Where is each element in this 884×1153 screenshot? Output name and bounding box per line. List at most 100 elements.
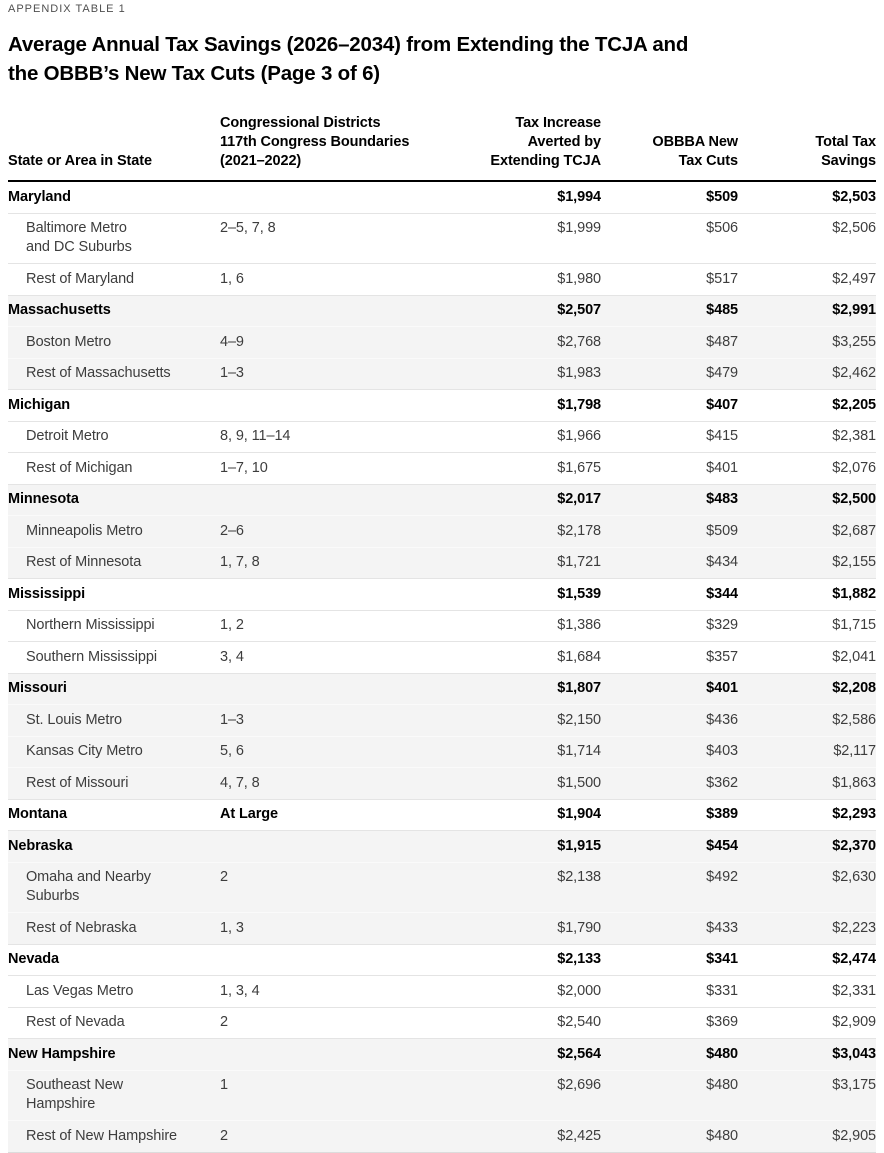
area-cell: Boston Metro	[26, 333, 112, 350]
area-cell: Rest of Missouri	[26, 774, 129, 791]
table-row: Rest of Minnesota 1, 7, 8 $1,721 $434 $2,155	[8, 547, 876, 579]
table-row: Omaha and Nearby Suburbs 2 $2,138 $492 $2,63…	[8, 862, 876, 913]
obbba-cell: $506	[706, 220, 738, 236]
tcja-cell: $2,000	[557, 982, 601, 999]
tcja-cell: $2,150	[557, 711, 601, 728]
total-cell: $1,882	[832, 585, 876, 602]
total-cell: $2,293	[832, 806, 876, 822]
districts-cell	[220, 181, 458, 213]
obbba-cell: $362	[706, 774, 738, 791]
total-cell: $2,630	[832, 869, 876, 885]
table-row: Minneapolis Metro 2–6 $2,178 $509 $2,687	[8, 515, 876, 547]
table-eyebrow: APPENDIX TABLE 1	[8, 3, 126, 15]
total-cell: $2,905	[832, 1127, 876, 1144]
obbba-cell: $407	[706, 396, 738, 413]
total-cell: $2,500	[832, 491, 876, 507]
obbba-cell: $480	[706, 1127, 738, 1144]
obbba-cell: $454	[706, 837, 738, 854]
tcja-cell: $1,983	[557, 365, 601, 381]
tcja-cell: $1,798	[557, 396, 601, 413]
districts-cell: 1, 2	[220, 617, 244, 633]
tcja-cell: $1,500	[557, 774, 601, 791]
obbba-cell: $401	[706, 459, 738, 476]
table-row: Maryland $1,994 $509 $2,503	[8, 181, 876, 213]
column-header-total: Total Tax Savings	[738, 114, 876, 182]
total-cell: $2,381	[832, 428, 876, 444]
area-cell: Rest of Massachusetts	[26, 365, 171, 381]
table-row: Michigan $1,798 $407 $2,205	[8, 389, 876, 422]
total-cell: $2,205	[832, 396, 876, 413]
total-cell: $1,715	[832, 617, 876, 633]
table-row: Baltimore Metro and DC Suburbs 2–5, 7, 8 $…	[8, 213, 876, 264]
districts-cell	[220, 1039, 458, 1071]
obbba-cell: $415	[706, 428, 738, 444]
districts-cell: 2–6	[220, 522, 244, 539]
area-cell: Southeast New Hampshire	[26, 1077, 124, 1112]
area-cell: Rest of Michigan	[26, 459, 133, 476]
table-row: Minnesota $2,017 $483 $2,500	[8, 484, 876, 516]
table-body: Maryland $1,994 $509 $2,503 Baltimore Metro …	[8, 181, 876, 1152]
table-row: Rest of Michigan 1–7, 10 $1,675 $401 $2,076	[8, 452, 876, 485]
area-cell: New Hampshire	[8, 1045, 116, 1062]
tcja-cell: $2,564	[557, 1045, 601, 1062]
districts-cell: 2	[220, 869, 228, 885]
table-row: Rest of Massachusetts 1–3 $1,983 $479 $2,462	[8, 358, 876, 390]
districts-cell: 1, 7, 8	[220, 554, 260, 570]
districts-cell	[220, 295, 458, 327]
area-cell: Baltimore Metro and DC Suburbs	[26, 220, 132, 255]
total-cell: $2,497	[832, 270, 876, 287]
table-row: Kansas City Metro 5, 6 $1,714 $403 $2,117	[8, 736, 876, 768]
tcja-cell: $2,138	[557, 869, 601, 885]
districts-cell: 1–3	[220, 365, 244, 381]
area-cell: Rest of Nebraska	[26, 919, 137, 936]
table-row: Nevada $2,133 $341 $2,474	[8, 944, 876, 976]
total-cell: $2,506	[832, 220, 876, 236]
tcja-cell: $2,425	[557, 1127, 601, 1144]
total-cell: $2,503	[832, 188, 876, 205]
districts-cell: 1, 3, 4	[220, 982, 260, 999]
total-cell: $3,043	[832, 1045, 876, 1062]
table-row: Rest of Missouri 4, 7, 8 $1,500 $362 $1,863	[8, 767, 876, 799]
tcja-cell: $2,768	[557, 333, 601, 350]
tcja-cell: $2,133	[557, 951, 601, 967]
page-title-line: Average Annual Tax Savings (2026–2034) f…	[8, 33, 689, 56]
area-cell: Nevada	[8, 951, 59, 967]
districts-cell: 1–3	[220, 711, 244, 728]
total-cell: $2,041	[832, 648, 876, 665]
area-cell: Omaha and Nearby Suburbs	[26, 869, 151, 904]
total-cell: $2,155	[832, 554, 876, 570]
page-title: Average Annual Tax Savings (2026–2034) f…	[8, 30, 876, 88]
obbba-cell: $517	[706, 270, 738, 287]
total-cell: $2,909	[832, 1014, 876, 1030]
tcja-cell: $2,017	[557, 491, 601, 507]
table-row: Montana At Large $1,904 $389 $2,293	[8, 799, 876, 831]
tcja-cell: $1,999	[557, 220, 601, 236]
table-header: State or Area in State Congressional Dist…	[8, 114, 876, 182]
table-row: Massachusetts $2,507 $485 $2,991	[8, 295, 876, 327]
total-cell: $1,863	[832, 774, 876, 791]
obbba-cell: $487	[706, 333, 738, 350]
districts-cell	[220, 484, 458, 516]
area-cell: Detroit Metro	[26, 428, 109, 444]
total-cell: $2,462	[832, 365, 876, 381]
table-row: Rest of Nebraska 1, 3 $1,790 $433 $2,223	[8, 912, 876, 944]
area-cell: Montana	[8, 806, 67, 822]
total-cell: $2,208	[832, 680, 876, 696]
tcja-cell: $1,904	[557, 806, 601, 822]
table-row: Southern Mississippi 3, 4 $1,684 $357 $2,041	[8, 641, 876, 674]
area-cell: Rest of Minnesota	[26, 554, 142, 570]
districts-cell	[220, 579, 458, 611]
area-cell: Minneapolis Metro	[26, 522, 143, 539]
table-row: New Hampshire $2,564 $480 $3,043	[8, 1038, 876, 1071]
tcja-cell: $2,540	[557, 1014, 601, 1030]
districts-cell: 1, 6	[220, 270, 244, 287]
tcja-cell: $1,994	[557, 188, 601, 205]
area-cell: Maryland	[8, 188, 71, 205]
area-cell: Las Vegas Metro	[26, 982, 134, 999]
table-row: Nebraska $1,915 $454 $2,370	[8, 830, 876, 862]
districts-cell: 1	[220, 1077, 228, 1093]
districts-cell: 5, 6	[220, 743, 244, 759]
total-cell: $2,117	[833, 743, 876, 759]
table-row: Southeast New Hampshire 1 $2,696 $480 $3,175	[8, 1070, 876, 1121]
